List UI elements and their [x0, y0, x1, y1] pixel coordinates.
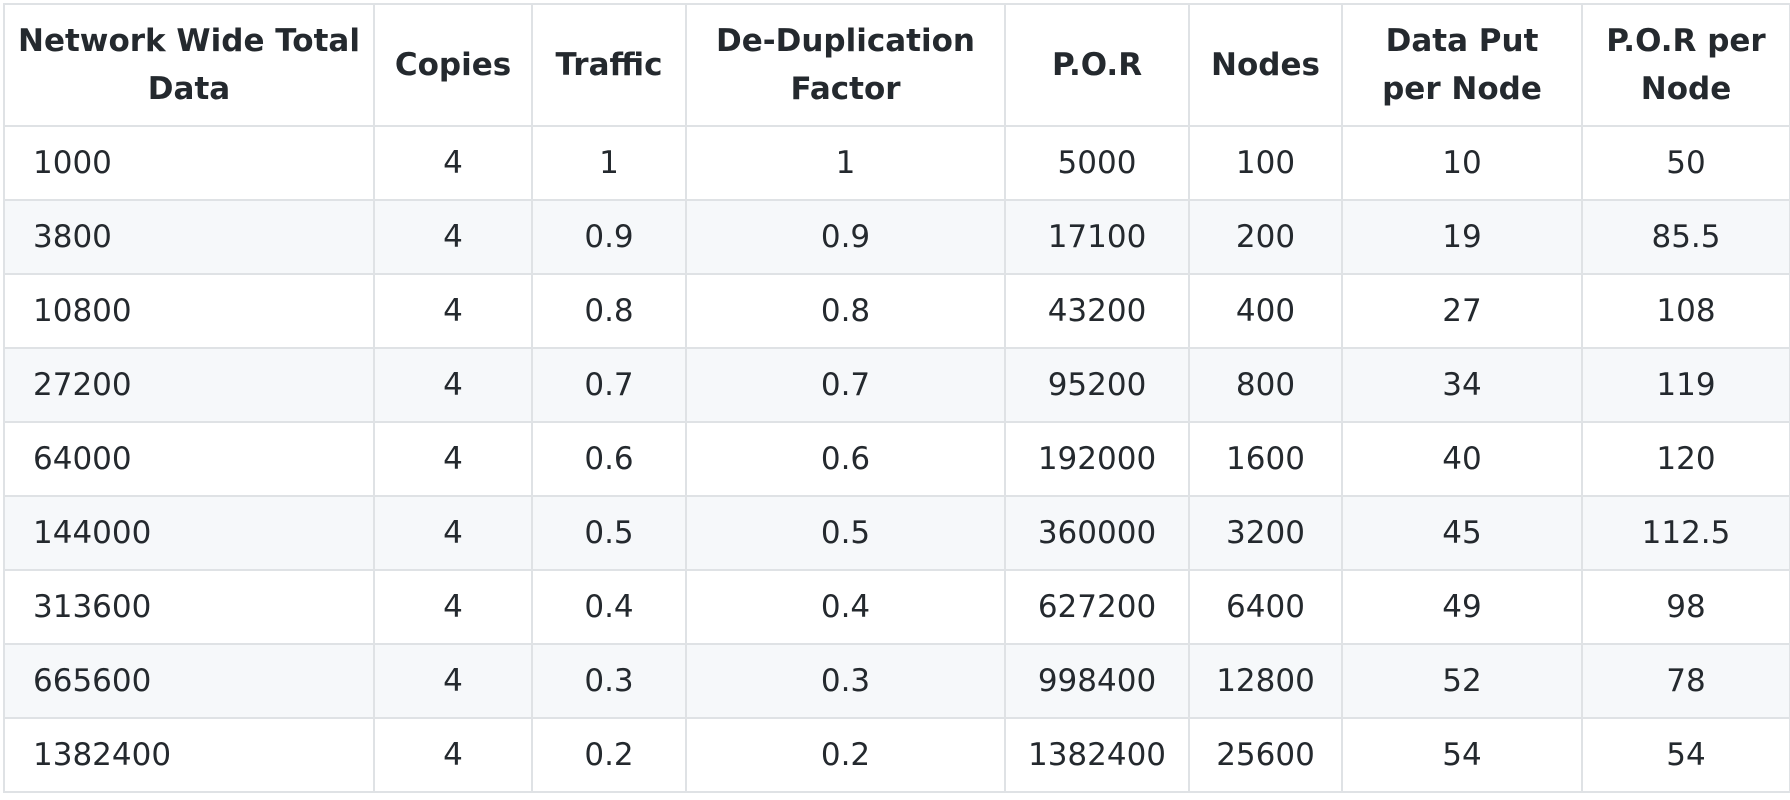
cell-de-duplication-factor: 0.7 [685, 347, 1006, 423]
cell-por: 95200 [1004, 347, 1190, 423]
cell-por: 1382400 [1004, 717, 1190, 793]
cell-copies: 4 [373, 347, 533, 423]
header-data-put-per-node: Data Put per Node [1341, 3, 1583, 127]
cell-data-put-per-node: 54 [1341, 717, 1583, 793]
cell-nodes: 1600 [1188, 421, 1343, 497]
cell-copies: 4 [373, 421, 533, 497]
table-body: 1000 4 1 1 5000 100 10 50 3800 4 0.9 0.9 17100 200 19 8… [3, 125, 1790, 793]
header-row: Network Wide Total Data Copies Traffic D… [3, 3, 1790, 127]
cell-traffic: 0.5 [531, 495, 687, 571]
table-row: 1382400 4 0.2 0.2 1382400 25600 54 54 [3, 717, 1790, 793]
cell-network-wide-total-data: 1000 [3, 125, 375, 201]
header-de-duplication-factor: De-Duplication Factor [685, 3, 1006, 127]
cell-por: 5000 [1004, 125, 1190, 201]
cell-nodes: 800 [1188, 347, 1343, 423]
cell-por-per-node: 98 [1581, 569, 1790, 645]
cell-por-per-node: 54 [1581, 717, 1790, 793]
cell-por-per-node: 108 [1581, 273, 1790, 349]
cell-por: 17100 [1004, 199, 1190, 275]
table-header: Network Wide Total Data Copies Traffic D… [3, 3, 1790, 127]
cell-traffic: 0.4 [531, 569, 687, 645]
cell-por-per-node: 120 [1581, 421, 1790, 497]
cell-data-put-per-node: 52 [1341, 643, 1583, 719]
cell-traffic: 0.7 [531, 347, 687, 423]
cell-nodes: 12800 [1188, 643, 1343, 719]
header-nodes: Nodes [1188, 3, 1343, 127]
header-copies: Copies [373, 3, 533, 127]
cell-nodes: 200 [1188, 199, 1343, 275]
cell-de-duplication-factor: 0.8 [685, 273, 1006, 349]
cell-data-put-per-node: 34 [1341, 347, 1583, 423]
cell-copies: 4 [373, 569, 533, 645]
table-row: 27200 4 0.7 0.7 95200 800 34 119 [3, 347, 1790, 423]
table-row: 10800 4 0.8 0.8 43200 400 27 108 [3, 273, 1790, 349]
cell-de-duplication-factor: 0.2 [685, 717, 1006, 793]
cell-traffic: 0.6 [531, 421, 687, 497]
cell-copies: 4 [373, 495, 533, 571]
cell-traffic: 0.2 [531, 717, 687, 793]
cell-de-duplication-factor: 1 [685, 125, 1006, 201]
table-row: 313600 4 0.4 0.4 627200 6400 49 98 [3, 569, 1790, 645]
table-row: 1000 4 1 1 5000 100 10 50 [3, 125, 1790, 201]
cell-por: 43200 [1004, 273, 1190, 349]
cell-network-wide-total-data: 144000 [3, 495, 375, 571]
cell-de-duplication-factor: 0.9 [685, 199, 1006, 275]
cell-de-duplication-factor: 0.5 [685, 495, 1006, 571]
cell-data-put-per-node: 10 [1341, 125, 1583, 201]
table-row: 665600 4 0.3 0.3 998400 12800 52 78 [3, 643, 1790, 719]
cell-de-duplication-factor: 0.3 [685, 643, 1006, 719]
cell-network-wide-total-data: 1382400 [3, 717, 375, 793]
cell-por-per-node: 112.5 [1581, 495, 1790, 571]
cell-por: 998400 [1004, 643, 1190, 719]
cell-network-wide-total-data: 313600 [3, 569, 375, 645]
table-row: 64000 4 0.6 0.6 192000 1600 40 120 [3, 421, 1790, 497]
cell-nodes: 100 [1188, 125, 1343, 201]
header-por: P.O.R [1004, 3, 1190, 127]
cell-por: 627200 [1004, 569, 1190, 645]
cell-data-put-per-node: 40 [1341, 421, 1583, 497]
cell-network-wide-total-data: 27200 [3, 347, 375, 423]
cell-data-put-per-node: 49 [1341, 569, 1583, 645]
cell-traffic: 1 [531, 125, 687, 201]
cell-nodes: 400 [1188, 273, 1343, 349]
cell-nodes: 25600 [1188, 717, 1343, 793]
cell-traffic: 0.8 [531, 273, 687, 349]
cell-nodes: 3200 [1188, 495, 1343, 571]
cell-por-per-node: 119 [1581, 347, 1790, 423]
cell-copies: 4 [373, 717, 533, 793]
cell-por-per-node: 78 [1581, 643, 1790, 719]
cell-copies: 4 [373, 273, 533, 349]
data-table: Network Wide Total Data Copies Traffic D… [3, 3, 1790, 793]
cell-por-per-node: 85.5 [1581, 199, 1790, 275]
cell-copies: 4 [373, 199, 533, 275]
cell-traffic: 0.9 [531, 199, 687, 275]
cell-network-wide-total-data: 64000 [3, 421, 375, 497]
cell-data-put-per-node: 27 [1341, 273, 1583, 349]
cell-nodes: 6400 [1188, 569, 1343, 645]
header-por-per-node: P.O.R per Node [1581, 3, 1790, 127]
cell-data-put-per-node: 19 [1341, 199, 1583, 275]
cell-network-wide-total-data: 665600 [3, 643, 375, 719]
cell-de-duplication-factor: 0.6 [685, 421, 1006, 497]
header-network-wide-total-data: Network Wide Total Data [3, 3, 375, 127]
cell-traffic: 0.3 [531, 643, 687, 719]
header-traffic: Traffic [531, 3, 687, 127]
cell-de-duplication-factor: 0.4 [685, 569, 1006, 645]
cell-network-wide-total-data: 10800 [3, 273, 375, 349]
cell-copies: 4 [373, 643, 533, 719]
cell-por: 360000 [1004, 495, 1190, 571]
table-row: 3800 4 0.9 0.9 17100 200 19 85.5 [3, 199, 1790, 275]
table-row: 144000 4 0.5 0.5 360000 3200 45 112.5 [3, 495, 1790, 571]
cell-por-per-node: 50 [1581, 125, 1790, 201]
cell-copies: 4 [373, 125, 533, 201]
cell-network-wide-total-data: 3800 [3, 199, 375, 275]
cell-data-put-per-node: 45 [1341, 495, 1583, 571]
cell-por: 192000 [1004, 421, 1190, 497]
